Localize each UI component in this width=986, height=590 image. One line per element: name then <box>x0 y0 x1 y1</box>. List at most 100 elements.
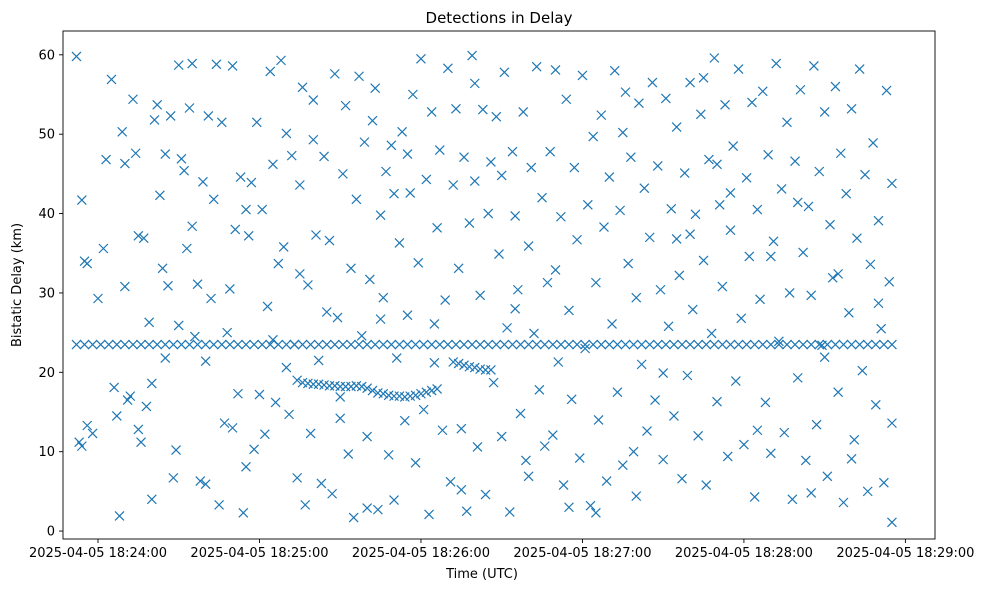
y-tick-label: 10 <box>38 445 55 460</box>
data-point <box>402 339 413 350</box>
data-point <box>510 211 521 221</box>
data-point <box>585 500 596 511</box>
data-point <box>765 339 776 350</box>
data-point <box>313 339 324 350</box>
data-point <box>604 172 615 182</box>
data-point <box>572 234 582 245</box>
data-point <box>173 60 184 71</box>
data-point <box>163 280 173 291</box>
data-point <box>389 495 399 506</box>
data-point <box>467 50 478 61</box>
data-point <box>787 494 798 505</box>
data-point <box>297 339 308 350</box>
data-point <box>704 154 714 165</box>
data-point <box>502 322 512 333</box>
data-point <box>720 99 730 110</box>
data-point <box>523 241 534 252</box>
data-point <box>862 339 873 350</box>
data-point <box>693 339 704 350</box>
data-point <box>631 491 642 502</box>
data-point <box>192 339 203 350</box>
data-point <box>362 431 373 442</box>
data-point <box>701 339 712 350</box>
data-point <box>87 339 98 350</box>
data-point <box>257 204 268 215</box>
data-point <box>362 383 373 394</box>
data-point <box>327 488 338 499</box>
data-point <box>367 385 378 396</box>
data-point <box>305 339 316 350</box>
data-point <box>152 99 163 110</box>
data-point <box>370 339 381 350</box>
y-tick-label: 40 <box>38 207 55 222</box>
data-point <box>448 180 459 190</box>
data-point <box>391 353 402 363</box>
data-point <box>324 235 335 246</box>
data-point <box>881 85 892 96</box>
data-point <box>773 336 784 347</box>
data-point <box>335 413 346 424</box>
data-point <box>208 339 219 350</box>
data-point <box>456 423 467 434</box>
data-point <box>459 360 469 371</box>
data-point <box>405 188 416 198</box>
data-point <box>685 77 696 88</box>
data-point <box>520 455 531 466</box>
data-point <box>671 122 682 132</box>
data-point <box>782 339 792 350</box>
data-point <box>733 64 744 75</box>
data-point <box>757 86 768 97</box>
data-point <box>494 249 504 259</box>
data-point <box>555 211 566 222</box>
data-point <box>394 339 405 350</box>
data-point <box>580 339 591 350</box>
data-point <box>346 339 356 350</box>
data-point <box>313 355 324 366</box>
data-point <box>636 359 647 370</box>
data-point <box>453 263 464 274</box>
data-point <box>281 339 292 350</box>
data-point <box>857 365 868 376</box>
data-point <box>827 272 838 283</box>
data-point <box>607 318 617 329</box>
data-point <box>160 339 171 350</box>
data-point <box>529 328 539 339</box>
data-point <box>278 241 289 252</box>
data-point <box>499 67 510 78</box>
data-point <box>650 395 661 406</box>
data-point <box>854 339 865 350</box>
data-point <box>612 387 623 398</box>
data-point <box>114 511 125 521</box>
data-point <box>588 339 599 350</box>
data-point <box>95 339 106 350</box>
data-point <box>133 424 144 435</box>
data-point <box>410 457 421 468</box>
data-point <box>693 430 704 441</box>
data-point <box>628 339 639 350</box>
data-point <box>744 251 755 262</box>
data-point <box>526 162 537 173</box>
data-point <box>887 178 897 189</box>
data-point <box>558 480 569 490</box>
data-point <box>243 230 254 241</box>
data-point <box>806 339 817 350</box>
data-point <box>601 476 612 486</box>
data-point <box>846 453 857 464</box>
x-tick-label: 2025-04-05 18:26:00 <box>352 546 490 561</box>
data-point <box>582 199 593 210</box>
data-point <box>381 166 391 177</box>
data-point <box>386 339 397 350</box>
data-point <box>359 137 370 148</box>
data-point <box>472 442 483 452</box>
data-point <box>216 339 227 350</box>
data-point <box>590 277 601 288</box>
data-point <box>222 327 233 338</box>
data-point <box>870 339 881 350</box>
data-point <box>486 157 496 167</box>
data-point <box>808 61 819 71</box>
data-point <box>695 109 706 120</box>
data-point <box>335 391 346 402</box>
data-point <box>130 148 141 159</box>
data-point <box>590 507 601 518</box>
data-point <box>806 488 817 498</box>
